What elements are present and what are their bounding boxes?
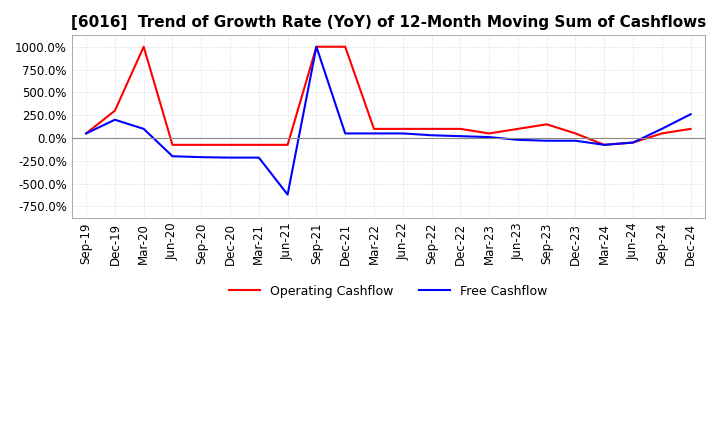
Operating Cashflow (82, 131, 91, 136)
Operating Cashflow (111, 108, 120, 113)
Operating Cashflow (542, 122, 551, 127)
Operating Cashflow (168, 142, 177, 147)
Title: [6016]  Trend of Growth Rate (YoY) of 12-Month Moving Sum of Cashflows: [6016] Trend of Growth Rate (YoY) of 12-… (71, 15, 706, 30)
Free Cashflow (427, 132, 436, 138)
Free Cashflow (542, 138, 551, 143)
Operating Cashflow (312, 44, 320, 49)
Free Cashflow (226, 155, 235, 160)
Free Cashflow (398, 131, 407, 136)
Operating Cashflow (140, 44, 148, 49)
Free Cashflow (485, 135, 493, 140)
Free Cashflow (600, 142, 608, 147)
Operating Cashflow (456, 126, 464, 132)
Free Cashflow (657, 126, 666, 132)
Free Cashflow (111, 117, 120, 122)
Operating Cashflow (398, 126, 407, 132)
Line: Operating Cashflow: Operating Cashflow (86, 47, 690, 145)
Operating Cashflow (341, 44, 349, 49)
Operating Cashflow (629, 140, 637, 145)
Free Cashflow (197, 154, 206, 160)
Operating Cashflow (600, 142, 608, 147)
Operating Cashflow (686, 126, 695, 132)
Free Cashflow (312, 44, 320, 49)
Free Cashflow (686, 112, 695, 117)
Line: Free Cashflow: Free Cashflow (86, 47, 690, 194)
Free Cashflow (571, 138, 580, 143)
Operating Cashflow (283, 142, 292, 147)
Free Cashflow (456, 133, 464, 139)
Operating Cashflow (571, 131, 580, 136)
Free Cashflow (254, 155, 263, 160)
Free Cashflow (140, 126, 148, 132)
Operating Cashflow (197, 142, 206, 147)
Free Cashflow (341, 131, 349, 136)
Free Cashflow (82, 131, 91, 136)
Operating Cashflow (226, 142, 235, 147)
Operating Cashflow (657, 131, 666, 136)
Legend: Operating Cashflow, Free Cashflow: Operating Cashflow, Free Cashflow (224, 280, 552, 303)
Free Cashflow (283, 192, 292, 197)
Operating Cashflow (254, 142, 263, 147)
Free Cashflow (168, 154, 177, 159)
Operating Cashflow (369, 126, 378, 132)
Free Cashflow (629, 140, 637, 145)
Free Cashflow (513, 137, 522, 143)
Operating Cashflow (513, 126, 522, 132)
Free Cashflow (369, 131, 378, 136)
Operating Cashflow (485, 131, 493, 136)
Operating Cashflow (427, 126, 436, 132)
